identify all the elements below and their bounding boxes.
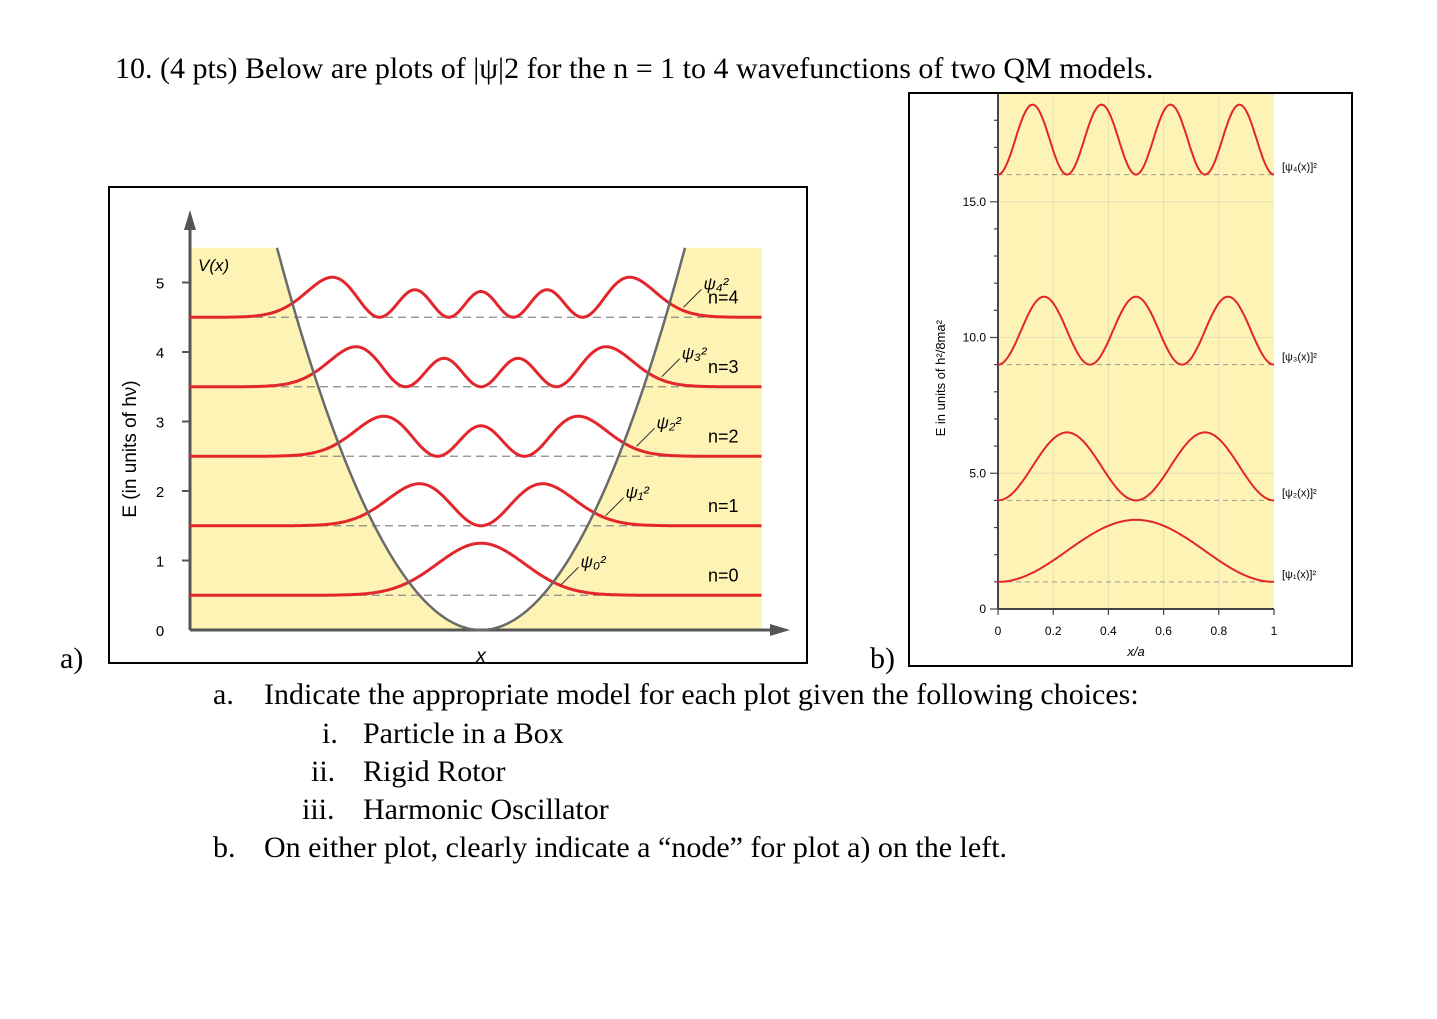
plot-background xyxy=(998,94,1274,609)
series-label: ψ₀² xyxy=(581,552,608,571)
probability-density-curve xyxy=(190,482,762,528)
potential-label: V(x) xyxy=(198,256,229,275)
x-tick-label: 0 xyxy=(995,624,1002,638)
harmonic-oscillator-plot: 0 1 2 3 4 5 E (in units of hν) x V(x) n=0 ψ₀² n=1 ψ₁… xyxy=(108,186,808,666)
plot-b-label: b) xyxy=(870,642,895,675)
probability-density-curve xyxy=(998,431,1274,502)
forbidden-region-right xyxy=(481,247,762,630)
choice-1-marker: i. xyxy=(322,717,338,750)
y-tick-label: 0 xyxy=(979,602,986,616)
y-tick-label: 15.0 xyxy=(963,195,987,209)
x-tick-label: 0.8 xyxy=(1210,624,1227,638)
choice-1-text: Particle in a Box xyxy=(363,717,564,750)
probability-density-curve xyxy=(997,518,1275,583)
part-b-marker: b. xyxy=(213,831,236,864)
y-axis-arrow xyxy=(184,210,196,230)
level-label: n=2 xyxy=(708,426,739,446)
probability-density-curve xyxy=(190,541,762,597)
series-label: ψ₂² xyxy=(657,413,683,432)
probability-density-curve xyxy=(997,295,1275,366)
probability-density-curve xyxy=(190,275,762,319)
level-label: n=1 xyxy=(708,496,739,516)
y-tick-label: 3 xyxy=(156,415,164,432)
y-tick-label: 5.0 xyxy=(969,466,986,480)
potential-curve xyxy=(275,247,687,632)
y-tick-label: 0 xyxy=(156,623,164,640)
x-tick-label: 0.6 xyxy=(1155,624,1172,638)
probability-density-curve xyxy=(997,103,1275,176)
label-leader xyxy=(560,566,579,586)
label-leader xyxy=(683,288,702,308)
plot-b-svg: 0 5.0 10.0 15.0 0 0.2 0.4 0.6 0.8 1 x/a E in units … xyxy=(933,94,1317,659)
level-label: n=0 xyxy=(708,565,739,585)
label-leader xyxy=(636,427,655,447)
y-axis-label: E (in units of hν) xyxy=(120,380,141,517)
series-label: [ψ₂(x)]² xyxy=(1282,487,1317,499)
y-tick-label: 2 xyxy=(156,484,164,501)
choice-3-marker: iii. xyxy=(302,793,335,826)
series-label: ψ₄² xyxy=(704,274,730,293)
series-label: [ψ₁(x)]² xyxy=(1282,569,1316,581)
choice-2-marker: ii. xyxy=(311,755,336,788)
y-axis-label: E in units of h²/8ma² xyxy=(933,319,948,436)
choice-2-text: Rigid Rotor xyxy=(363,755,506,788)
part-a-marker: a. xyxy=(213,678,234,711)
x-axis-label: x/a xyxy=(1126,644,1144,659)
plot-a-label: a) xyxy=(60,642,84,675)
choice-3-text: Harmonic Oscillator xyxy=(363,793,609,826)
level-label: n=4 xyxy=(708,287,739,307)
probability-density-curve xyxy=(190,414,762,458)
label-leader xyxy=(605,497,624,517)
series-label: [ψ₄(x)]² xyxy=(1282,162,1317,174)
series-label: ψ₁² xyxy=(626,483,651,502)
y-tick-label: 10.0 xyxy=(963,331,987,345)
series-label: [ψ₃(x)]² xyxy=(1282,352,1317,364)
level-label: n=3 xyxy=(708,357,739,377)
y-tick-label: 1 xyxy=(156,554,164,571)
y-tick-label: 4 xyxy=(156,345,164,362)
x-axis-arrow xyxy=(770,624,790,636)
x-tick-label: 0.2 xyxy=(1045,624,1062,638)
x-tick-label: 1 xyxy=(1271,624,1278,638)
y-tick-label: 5 xyxy=(156,276,164,293)
probability-density-curve xyxy=(190,345,762,389)
particle-in-box-plot: 0 5.0 10.0 15.0 0 0.2 0.4 0.6 0.8 1 x/a E in units … xyxy=(908,92,1353,667)
x-axis-label: x xyxy=(475,646,487,666)
label-leader xyxy=(661,358,681,378)
series-label: ψ₃² xyxy=(682,344,708,363)
part-a-text: Indicate the appropriate model for each … xyxy=(264,678,1139,711)
part-b-text: On either plot, clearly indicate a “node… xyxy=(264,831,1008,864)
question-title: 10. (4 pts) Below are plots of |ψ|2 for … xyxy=(115,52,1154,85)
plot-a-svg: 0 1 2 3 4 5 E (in units of hν) x V(x) n=0 ψ₀² n=1 ψ₁… xyxy=(120,210,790,666)
x-tick-label: 0.4 xyxy=(1100,624,1117,638)
